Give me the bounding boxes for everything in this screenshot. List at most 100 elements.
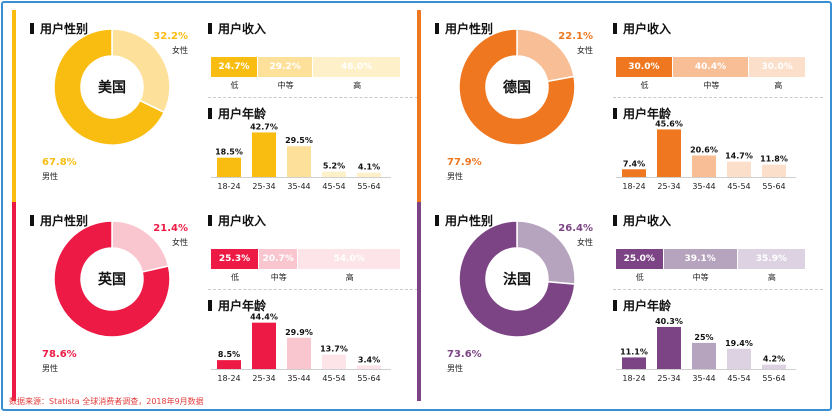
age-bar: [692, 155, 716, 177]
income-level-label: 中等: [703, 81, 720, 90]
male-percent: 78.6%: [42, 349, 77, 360]
title-marker: [613, 300, 617, 311]
gender-donut-svg: 美国: [53, 28, 171, 146]
age-group-label: 55-64: [762, 374, 785, 383]
income-level-label: 低: [640, 81, 649, 90]
age-group-label: 55-64: [762, 182, 785, 191]
gender-donut: 美国: [53, 28, 171, 146]
age-bar: [252, 132, 276, 177]
age-bar: [217, 157, 241, 177]
age-chart: 18.5% 18-24 42.7% 25-34 29.5% 35-44 5.2% 45-54 4…: [211, 115, 411, 195]
age-group-label: 18-24: [622, 374, 645, 383]
section-title: 用户收入: [613, 212, 671, 229]
income-bar: 25.3% 20.7% 54.0%: [211, 249, 401, 269]
section-title-text: 用户年龄: [623, 107, 672, 121]
donut-hole: [81, 56, 143, 118]
age-value-label: 3.4%: [358, 355, 380, 364]
section-title-text: 用户收入: [623, 22, 672, 36]
age-bar: [357, 365, 381, 369]
income-level-label: 低: [230, 81, 239, 90]
country-panel-0: 用户性别 美国 32.2% 女性 67.8% 男性 用户收入 24.7% 29.2% 46.0% 低…: [12, 10, 425, 209]
title-marker: [435, 23, 439, 34]
age-value-label: 13.7%: [320, 345, 348, 354]
country-label: 美国: [98, 79, 126, 96]
male-percent: 77.9%: [447, 157, 482, 168]
age-bar: [657, 129, 681, 177]
female-percent: 22.1%: [558, 31, 593, 42]
income-segment: 29.2%: [257, 57, 314, 77]
section-title-text: 用户收入: [218, 214, 267, 228]
age-group-label: 35-44: [287, 374, 310, 383]
age-value-label: 18.5%: [215, 148, 243, 157]
income-bar: 24.7% 29.2% 46.0%: [211, 57, 401, 77]
male-percent: 67.8%: [42, 157, 77, 168]
age-bar: [322, 171, 346, 177]
section-divider: [208, 289, 418, 290]
section-title-text: 用户性别: [445, 22, 494, 36]
income-segment: 20.7%: [259, 249, 299, 269]
female-label: 女性: [172, 238, 188, 247]
panel-accent-bar: [417, 10, 421, 209]
title-marker: [208, 23, 212, 34]
age-chart-svg: 8.5% 18-24 44.4% 25-34 29.9% 35-44 13.7% 45-54 3…: [211, 313, 391, 383]
section-title: 用户收入: [613, 20, 671, 37]
female-percent: 26.4%: [558, 223, 593, 234]
section-title: 用户性别: [435, 212, 493, 229]
gender-donut-svg: 法国: [458, 220, 576, 338]
income-segment: 30.0%: [749, 57, 807, 77]
female-percent: 32.2%: [153, 31, 188, 42]
male-label: 男性: [447, 172, 463, 181]
panel-accent-bar: [12, 202, 16, 401]
section-title-text: 用户年龄: [623, 299, 672, 313]
age-group-label: 25-34: [657, 374, 680, 383]
age-group-label: 18-24: [217, 374, 240, 383]
title-marker: [208, 108, 212, 119]
age-group-label: 25-34: [657, 182, 680, 191]
age-value-label: 8.5%: [218, 350, 240, 359]
panel-accent-bar: [417, 202, 421, 401]
section-title: 用户年龄: [208, 105, 266, 122]
section-title: 用户收入: [208, 20, 266, 37]
country-panel-1: 用户性别 德国 22.1% 女性 77.9% 男性 用户收入 30.0% 40.4% 30.0% 低…: [417, 10, 830, 209]
section-title-text: 用户收入: [623, 214, 672, 228]
income-segment: 24.7%: [211, 57, 258, 77]
age-value-label: 7.4%: [623, 159, 645, 168]
age-group-label: 35-44: [692, 182, 715, 191]
section-title: 用户年龄: [613, 297, 671, 314]
age-group-label: 35-44: [287, 182, 310, 191]
country-label: 德国: [503, 79, 531, 96]
income-segment: 25.3%: [211, 249, 260, 269]
section-divider: [208, 97, 418, 98]
age-chart: 11.1% 18-24 40.3% 25-34 25% 35-44 19.4% 45-54 4.…: [616, 307, 816, 387]
age-group-label: 45-54: [322, 374, 345, 383]
female-label: 女性: [577, 238, 593, 247]
male-percent: 73.6%: [447, 349, 482, 360]
panel-accent-bar: [12, 10, 16, 209]
male-label: 男性: [447, 364, 463, 373]
section-title-text: 用户性别: [40, 214, 89, 228]
income-segment: 46.0%: [313, 57, 401, 77]
income-level-label: 低: [635, 273, 644, 282]
age-value-label: 19.4%: [725, 339, 753, 348]
title-marker: [208, 215, 212, 226]
age-value-label: 44.4%: [250, 313, 278, 322]
section-title-text: 用户年龄: [218, 299, 267, 313]
age-chart-svg: 7.4% 18-24 45.6% 25-34 20.6% 35-44 14.7% 45-54 1…: [616, 119, 796, 191]
age-bar: [217, 360, 241, 369]
age-bar: [622, 357, 646, 369]
income-segment: 25.0%: [616, 249, 664, 269]
gender-donut: 英国: [53, 220, 171, 338]
age-group-label: 25-34: [252, 182, 275, 191]
title-marker: [30, 215, 34, 226]
age-value-label: 29.9%: [285, 328, 313, 337]
age-bar: [357, 172, 381, 177]
age-value-label: 11.8%: [760, 155, 788, 164]
section-title-text: 用户性别: [445, 214, 494, 228]
income-level-label: 中等: [270, 273, 287, 282]
country-label: 英国: [97, 271, 126, 288]
section-title: 用户年龄: [613, 105, 671, 122]
female-label: 女性: [172, 46, 188, 55]
section-title-text: 用户性别: [40, 22, 89, 36]
gender-donut-svg: 德国: [458, 28, 576, 146]
gender-donut-svg: 英国: [53, 220, 171, 338]
